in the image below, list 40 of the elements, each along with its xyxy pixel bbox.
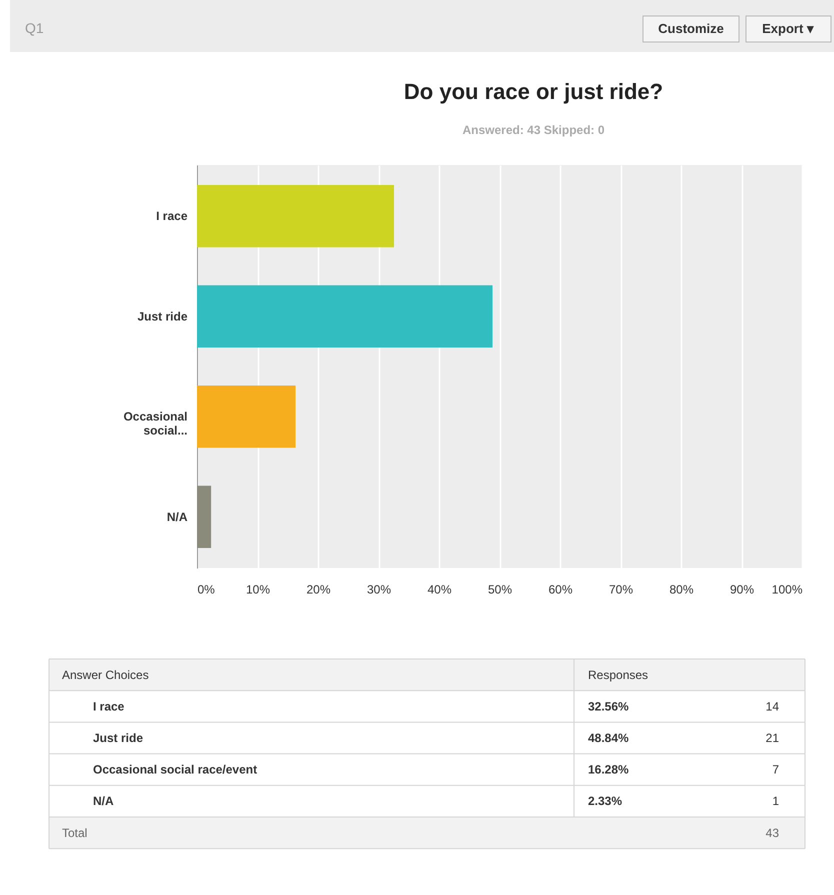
chart-title: Do you race or just ride? [404, 79, 664, 104]
x-tick-label: 60% [548, 582, 573, 596]
text: I race [93, 699, 125, 714]
y-tick-label: N/A [166, 510, 188, 524]
bar [197, 486, 212, 548]
text: Customize [658, 21, 724, 36]
x-tick-label: 0% [198, 582, 216, 596]
x-tick-label: 90% [730, 582, 754, 596]
text: Responses [588, 668, 648, 682]
text: 7 [772, 762, 780, 777]
x-tick-label: 100% [772, 582, 803, 596]
text: 43 [766, 826, 780, 840]
bar [197, 386, 296, 448]
text: Answer Choices [62, 668, 149, 682]
bar [197, 285, 492, 348]
chart-subtitle: Answered: 43 Skipped: 0 [462, 123, 605, 137]
x-tick-label: 50% [488, 582, 512, 596]
text: Q1 [25, 20, 44, 36]
text: Occasional social race/event [93, 762, 258, 777]
x-tick-label: 70% [608, 582, 634, 596]
x-tick-label: 10% [246, 582, 270, 596]
x-tick-label: 80% [669, 582, 694, 596]
x-tick-label: 20% [306, 582, 331, 596]
text: 21 [766, 731, 780, 745]
text: Total [62, 826, 88, 840]
text: 48.84% [588, 731, 630, 745]
text: Export ▾ [762, 21, 814, 36]
text: 32.56% [588, 699, 630, 714]
text: 16.28% [588, 762, 630, 777]
x-tick-label: 30% [366, 582, 392, 596]
bar [197, 185, 394, 248]
text: Just ride [93, 731, 144, 745]
x-tick-label: 40% [427, 582, 452, 596]
text: 2.33% [588, 794, 622, 808]
y-tick-label: Occasional social... [123, 410, 188, 438]
text: 14 [766, 699, 780, 714]
y-tick-label: Just ride [137, 309, 188, 324]
y-tick-label: I race [156, 209, 188, 224]
text: N/A [93, 794, 114, 808]
text: 1 [772, 794, 780, 808]
